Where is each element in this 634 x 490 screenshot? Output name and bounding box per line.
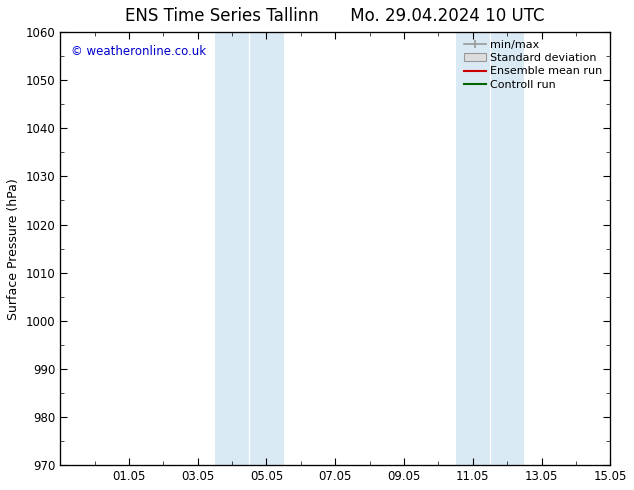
Legend: min/max, Standard deviation, Ensemble mean run, Controll run: min/max, Standard deviation, Ensemble me… bbox=[459, 35, 607, 94]
Bar bbox=[456, 32, 490, 465]
Bar bbox=[215, 32, 249, 465]
Bar bbox=[249, 32, 283, 465]
Bar bbox=[490, 32, 524, 465]
Y-axis label: Surface Pressure (hPa): Surface Pressure (hPa) bbox=[7, 178, 20, 319]
Title: ENS Time Series Tallinn      Mo. 29.04.2024 10 UTC: ENS Time Series Tallinn Mo. 29.04.2024 1… bbox=[126, 7, 545, 25]
Text: © weatheronline.co.uk: © weatheronline.co.uk bbox=[71, 45, 206, 58]
